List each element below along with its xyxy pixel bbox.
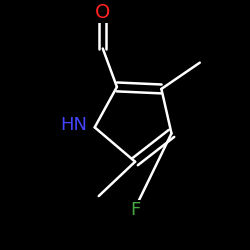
Text: F: F (130, 201, 140, 219)
Text: HN: HN (60, 116, 87, 134)
Text: O: O (95, 3, 110, 22)
